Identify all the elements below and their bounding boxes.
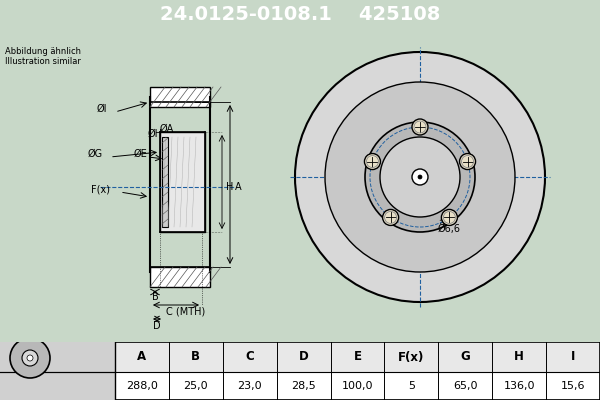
- Text: 288,0: 288,0: [126, 381, 158, 391]
- Text: ØH: ØH: [148, 129, 163, 139]
- Circle shape: [295, 52, 545, 302]
- Text: Abbildung ähnlich: Abbildung ähnlich: [5, 47, 81, 56]
- Text: ØA: ØA: [160, 124, 174, 134]
- FancyBboxPatch shape: [150, 87, 210, 107]
- FancyBboxPatch shape: [162, 137, 168, 227]
- Text: 25,0: 25,0: [184, 381, 208, 391]
- Bar: [0, 342, 115, 400]
- Circle shape: [380, 137, 460, 217]
- FancyBboxPatch shape: [160, 132, 205, 232]
- Text: 65,0: 65,0: [453, 381, 478, 391]
- Circle shape: [460, 154, 476, 170]
- Text: 15,6: 15,6: [561, 381, 586, 391]
- Circle shape: [383, 210, 398, 226]
- Circle shape: [412, 169, 428, 185]
- Text: D: D: [299, 350, 308, 364]
- Circle shape: [418, 175, 422, 179]
- Text: 136,0: 136,0: [503, 381, 535, 391]
- Text: G: G: [460, 350, 470, 364]
- Text: 28,5: 28,5: [291, 381, 316, 391]
- Text: A: A: [235, 182, 242, 192]
- Circle shape: [325, 82, 515, 272]
- Circle shape: [10, 338, 50, 378]
- Text: B: B: [191, 350, 200, 364]
- Text: ØG: ØG: [88, 149, 103, 159]
- Text: I: I: [571, 350, 575, 364]
- Text: Ø6,6: Ø6,6: [438, 224, 461, 234]
- Text: 23,0: 23,0: [238, 381, 262, 391]
- Text: H: H: [514, 350, 524, 364]
- Text: F(x): F(x): [398, 350, 425, 364]
- Text: Illustration similar: Illustration similar: [5, 57, 81, 66]
- Text: D: D: [153, 321, 161, 331]
- Text: C: C: [245, 350, 254, 364]
- Circle shape: [22, 350, 38, 366]
- Text: E: E: [353, 350, 361, 364]
- Text: A: A: [137, 350, 146, 364]
- Text: 100,0: 100,0: [342, 381, 373, 391]
- Circle shape: [412, 119, 428, 135]
- Bar: [115, 342, 600, 372]
- Circle shape: [364, 154, 380, 170]
- Text: B: B: [152, 292, 158, 302]
- Circle shape: [442, 210, 457, 226]
- Text: C (MTH): C (MTH): [166, 307, 206, 317]
- Text: F(x): F(x): [91, 184, 110, 194]
- Text: ØI: ØI: [97, 104, 107, 114]
- Text: 24.0125-0108.1    425108: 24.0125-0108.1 425108: [160, 6, 440, 24]
- Text: H: H: [226, 182, 233, 192]
- FancyBboxPatch shape: [150, 267, 210, 287]
- Circle shape: [27, 355, 33, 361]
- Text: 5: 5: [408, 381, 415, 391]
- Text: ØE: ØE: [133, 149, 147, 159]
- Circle shape: [365, 122, 475, 232]
